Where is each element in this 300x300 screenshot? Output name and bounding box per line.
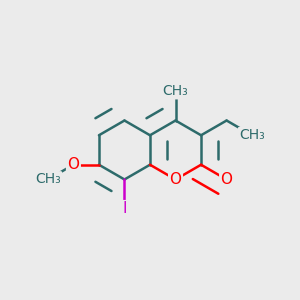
Text: CH₃: CH₃ (239, 128, 265, 142)
Text: CH₃: CH₃ (163, 84, 188, 98)
Text: I: I (122, 202, 127, 217)
Text: O: O (68, 157, 80, 172)
Text: O: O (220, 172, 232, 187)
Text: CH₃: CH₃ (35, 172, 61, 187)
Text: O: O (169, 172, 181, 187)
